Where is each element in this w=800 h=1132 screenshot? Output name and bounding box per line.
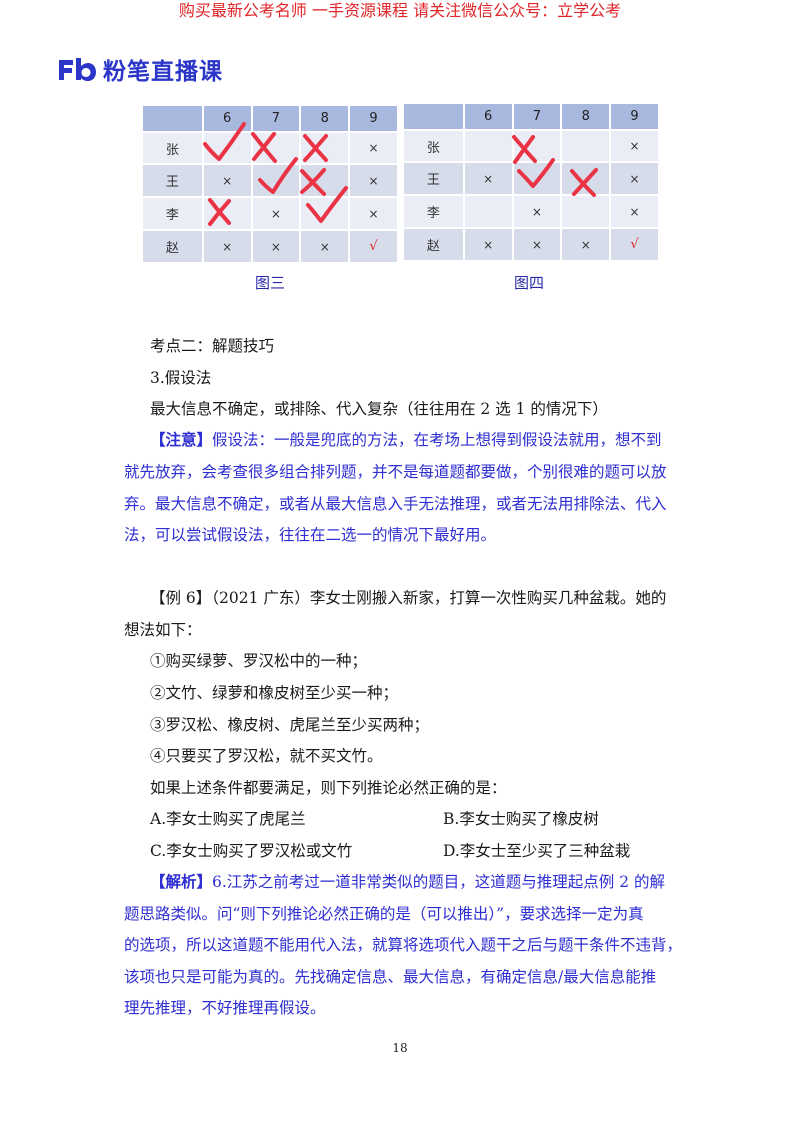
option-d: D.李女士至少买了三种盆栽 <box>443 842 631 860</box>
check-mark: √ <box>369 239 378 255</box>
table-cell: × <box>609 161 660 197</box>
table-figure-3: 6 7 8 9 张 × 王 × × 李 × × 赵 × × × √ <box>141 104 399 264</box>
logo-text: 粉笔直播课 <box>103 59 223 85</box>
table-cell: × <box>250 196 302 232</box>
row-name: 赵 <box>402 227 465 262</box>
row-name: 王 <box>402 161 465 197</box>
section-subheading: 3.假设法 <box>150 369 212 387</box>
header-cell: 9 <box>609 102 660 131</box>
table-cell <box>462 128 514 164</box>
header-cell: 7 <box>511 102 563 131</box>
fb-logo-icon <box>59 58 96 81</box>
table-row: 王 × × <box>141 163 399 199</box>
header-cell: 6 <box>462 102 514 131</box>
table-cell <box>560 128 612 164</box>
table-cell <box>201 196 253 232</box>
table-cell <box>560 161 612 197</box>
top-banner: 购买最新公考名师 一手资源课程 请关注微信公众号：立学公考 <box>178 1 622 20</box>
table-cell: × <box>250 229 302 264</box>
analysis-line: 【解析】6.江苏之前考过一道非常类似的题目，这道题与推理起点例 2 的解 <box>150 872 665 892</box>
row-name: 王 <box>141 163 204 199</box>
analysis-tag: 【解析】 <box>150 872 213 891</box>
table-cell: × <box>560 227 612 262</box>
header-cell: 8 <box>299 104 351 133</box>
row-name: 李 <box>402 194 465 230</box>
table-cell <box>250 130 302 166</box>
header-cell: 7 <box>250 104 302 133</box>
condition-item: ④只要买了罗汉松，就不买文竹。 <box>150 747 383 765</box>
table-cell: × <box>511 194 563 230</box>
example-line: 【例 6】（2021 广东）李女士刚搬入新家，打算一次性购买几种盆栽。她的 <box>150 589 667 607</box>
table-cell: × <box>462 161 514 197</box>
table-cell: √ <box>348 229 399 264</box>
table-cell: × <box>201 163 253 199</box>
table-row: 李 × × <box>402 194 660 230</box>
table-cell <box>299 196 351 232</box>
table-cell: × <box>511 227 563 262</box>
page-number: 18 <box>392 1041 408 1055</box>
table-header-row: 6 7 8 9 <box>141 104 399 133</box>
header-cell: 8 <box>560 102 612 131</box>
table-cell <box>462 194 514 230</box>
note-line: 弃。最大信息不确定，或者从最大信息入手无法推理，或者无法用排除法、代入 <box>124 495 667 513</box>
note-tag: 【注意】 <box>150 430 213 449</box>
option-a: A.李女士购买了虎尾兰 <box>150 810 306 828</box>
table-cell: × <box>348 163 399 199</box>
header-cell <box>402 102 465 131</box>
table-header-row: 6 7 8 9 <box>402 102 660 131</box>
table-cell <box>511 161 563 197</box>
condition-item: ③罗汉松、橡皮树、虎尾兰至少买两种； <box>150 716 430 734</box>
header-cell: 9 <box>348 104 399 133</box>
table-row: 李 × × <box>141 196 399 232</box>
table-row: 王 × × <box>402 161 660 197</box>
table-row: 赵 × × × √ <box>402 227 660 262</box>
analysis-line: 理先推理，不好推理再假设。 <box>124 999 326 1017</box>
row-name: 赵 <box>141 229 204 264</box>
note-text: 假设法：一般是兜底的方法，在考场上想得到假设法就用，想不到 <box>212 431 662 449</box>
section-heading: 考点二：解题技巧 <box>150 337 275 355</box>
condition-item: ①购买绿萝、罗汉松中的一种； <box>150 652 368 670</box>
question-text: 如果上述条件都要满足，则下列推论必然正确的是： <box>150 779 507 797</box>
table-cell: × <box>609 128 660 164</box>
analysis-text: 6.江苏之前考过一道非常类似的题目，这道题与推理起点例 2 的解 <box>212 873 666 891</box>
note-line: 就先放弃，会考查很多组合排列题，并不是每道题都要做，个别很难的题可以放 <box>124 463 667 481</box>
analysis-line: 的选项，所以这道题不能用代入法，就算将选项代入题干之后与题干条件不违背， <box>124 936 683 954</box>
check-mark: √ <box>630 237 639 253</box>
header-cell <box>141 104 204 133</box>
table-cell: × <box>462 227 514 262</box>
option-c: C.李女士购买了罗汉松或文竹 <box>150 842 353 860</box>
analysis-line: 题思路类似。问“则下列推论必然正确的是（可以推出）”，要求选择一定为真 <box>124 905 644 923</box>
row-name: 张 <box>402 128 465 164</box>
table-cell <box>560 194 612 230</box>
table-cell: × <box>609 194 660 230</box>
table-cell <box>299 163 351 199</box>
table-row: 张 × <box>141 130 399 166</box>
table-cell: √ <box>609 227 660 262</box>
table-cell <box>250 163 302 199</box>
table-cell: × <box>348 196 399 232</box>
note-line: 法，可以尝试假设法，往往在二选一的情况下最好用。 <box>124 526 497 544</box>
condition-item: ②文竹、绿萝和橡皮树至少买一种； <box>150 684 399 702</box>
table-cell: × <box>299 229 351 264</box>
table-row: 赵 × × × √ <box>141 229 399 264</box>
table-cell <box>299 130 351 166</box>
row-name: 张 <box>141 130 204 166</box>
table-cell: × <box>201 229 253 264</box>
analysis-line: 该项也只是可能为真的。先找确定信息、最大信息，有确定信息/最大信息能推 <box>124 968 657 986</box>
table-cell <box>511 128 563 164</box>
example-line: 想法如下： <box>124 621 202 639</box>
note-line: 【注意】假设法：一般是兜底的方法，在考场上想得到假设法就用，想不到 <box>150 430 662 450</box>
table-cell: × <box>348 130 399 166</box>
section-summary: 最大信息不确定，或排除、代入复杂（往往用在 2 选 1 的情况下） <box>150 400 608 418</box>
table-row: 张 × <box>402 128 660 164</box>
header-cell: 6 <box>201 104 253 133</box>
figure-caption: 图四 <box>514 274 545 292</box>
table-figure-4: 6 7 8 9 张 × 王 × × 李 × × 赵 × × × √ <box>402 102 660 262</box>
table-cell <box>201 130 253 166</box>
row-name: 李 <box>141 196 204 232</box>
option-b: B.李女士购买了橡皮树 <box>443 810 599 828</box>
figure-caption: 图三 <box>255 274 286 292</box>
logo: 粉笔直播课 <box>57 54 223 85</box>
handwritten-marks <box>203 122 598 226</box>
